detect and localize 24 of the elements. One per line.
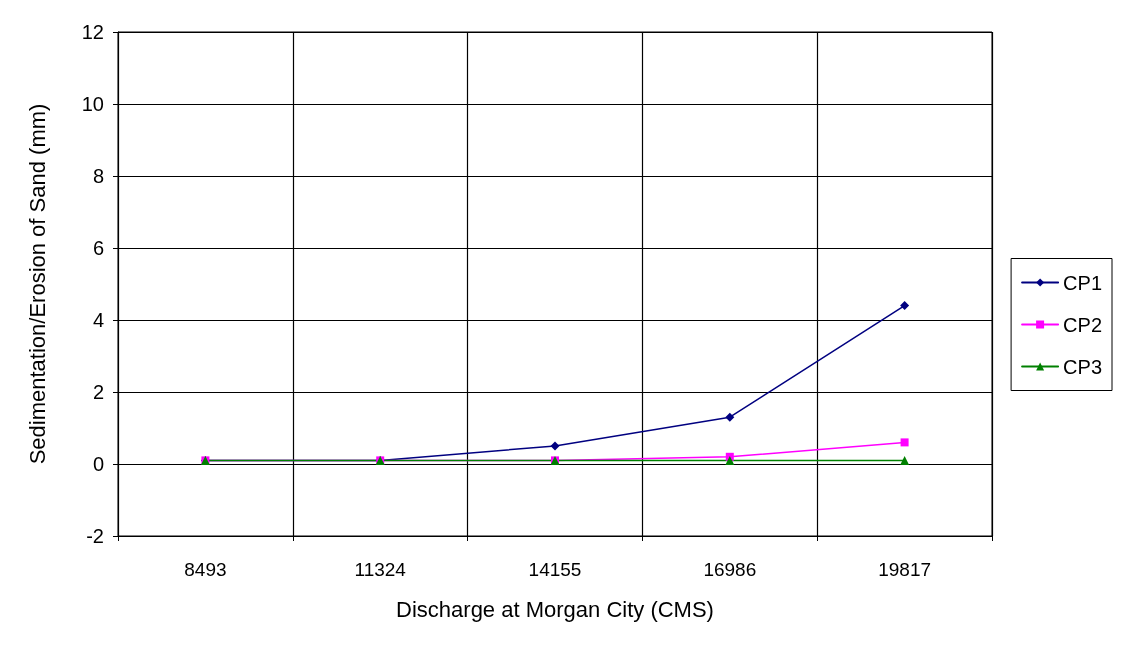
x-axis-title: Discharge at Morgan City (CMS) xyxy=(396,596,714,622)
x-tick-label: 16986 xyxy=(703,559,757,580)
point xyxy=(550,441,560,451)
y-tick-label: -2 xyxy=(86,525,104,547)
point xyxy=(900,438,909,447)
x-tick-label: 8493 xyxy=(184,559,227,580)
legend-label: CP3 xyxy=(1063,355,1102,378)
y-tick-label: 12 xyxy=(81,21,104,43)
x-tick-label: 19817 xyxy=(878,559,932,580)
y-tick-label: 10 xyxy=(81,93,104,115)
y-tick-label: 8 xyxy=(92,165,104,187)
y-tick-label: 0 xyxy=(92,453,104,475)
point xyxy=(725,412,735,422)
point xyxy=(900,301,910,311)
x-tick-label: 11324 xyxy=(354,559,407,580)
y-axis-title: Sedimentation/Erosion of Sand (mm) xyxy=(24,103,50,465)
point xyxy=(900,455,910,465)
y-tick-label: 6 xyxy=(92,237,104,259)
y-tick-label: 2 xyxy=(92,381,104,403)
y-tick-label: 4 xyxy=(92,309,104,331)
legend-label: CP1 xyxy=(1063,271,1102,294)
legend-label: CP2 xyxy=(1063,313,1102,336)
point xyxy=(725,455,735,465)
x-tick-label: 14155 xyxy=(528,559,582,580)
